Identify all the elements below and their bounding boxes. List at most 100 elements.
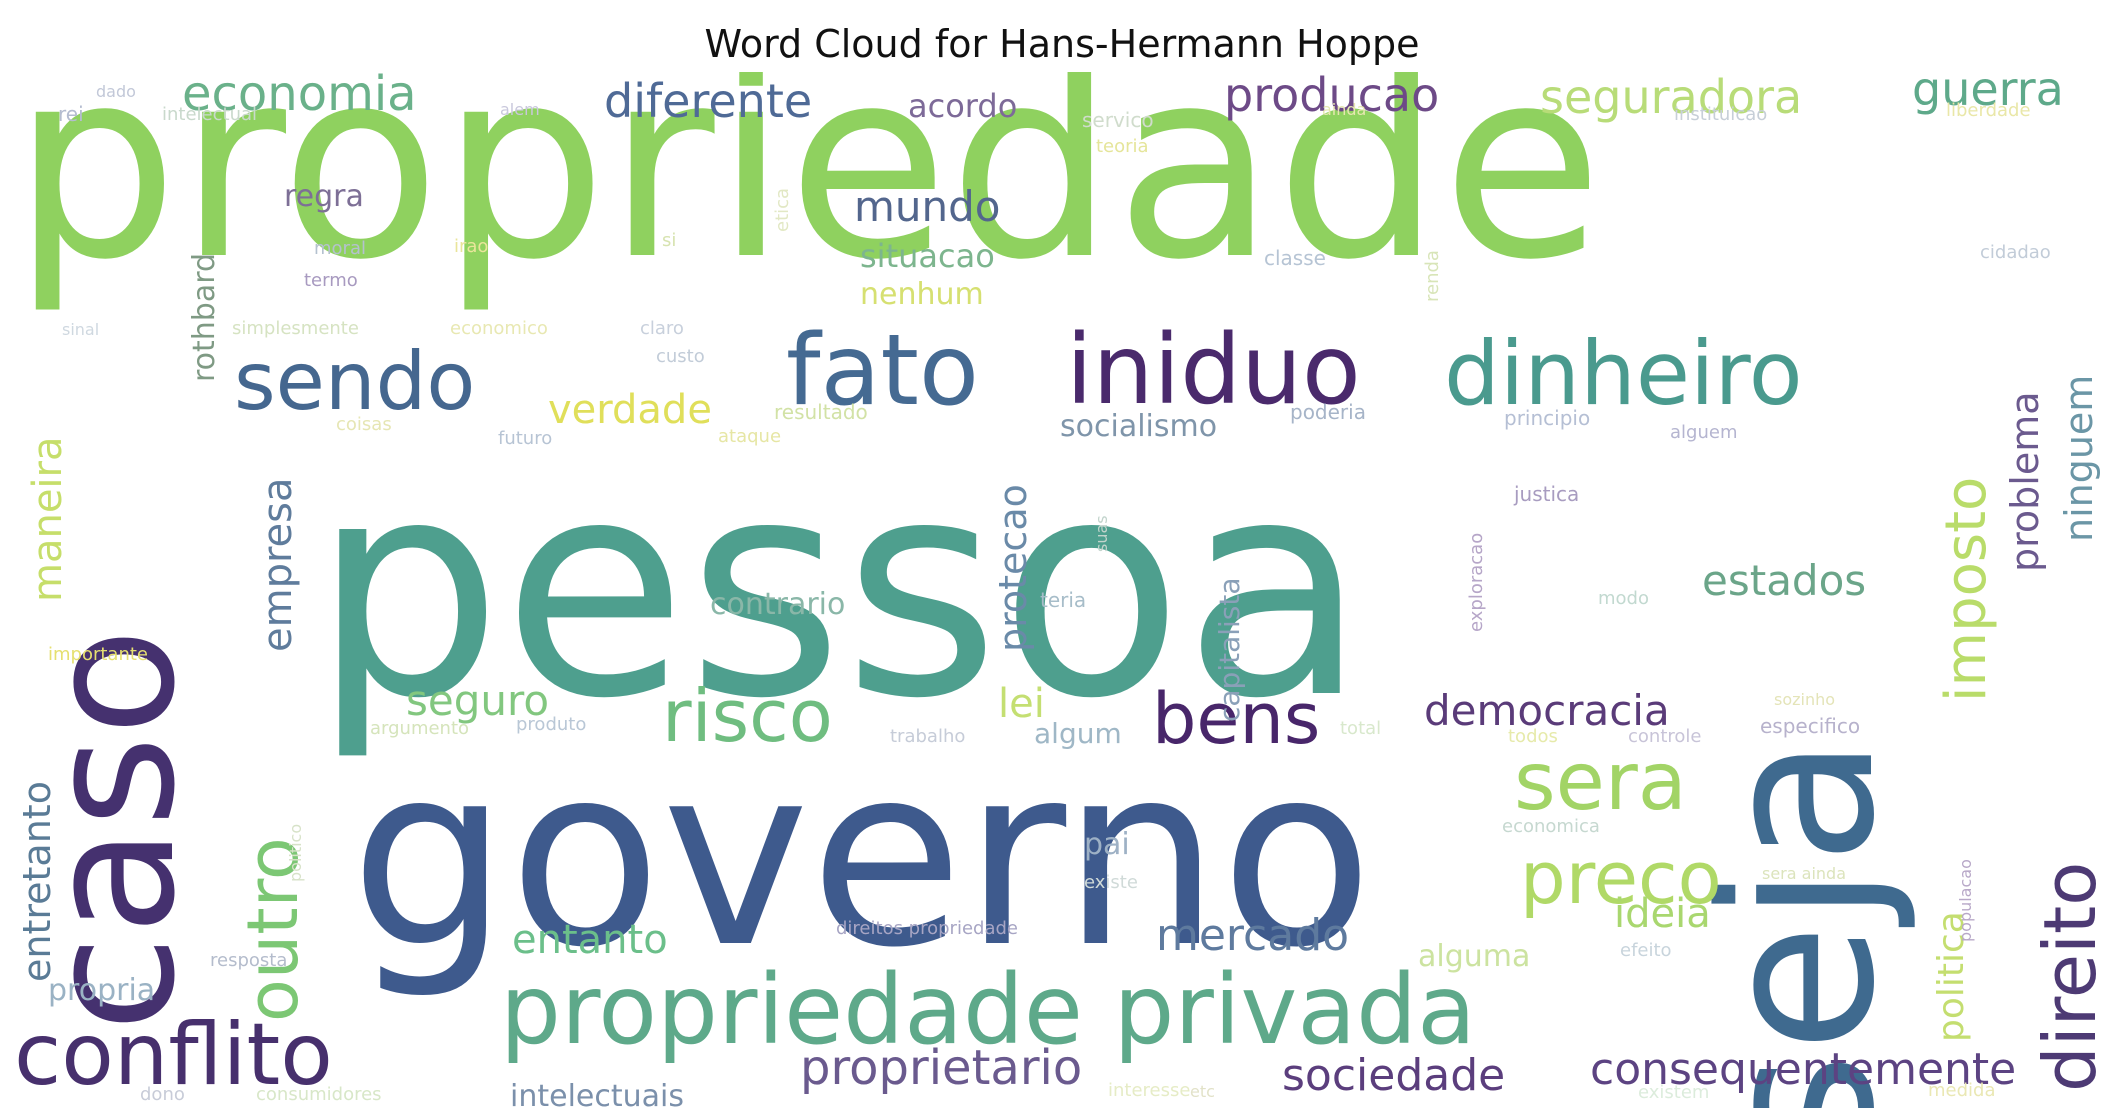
word: simplesmente bbox=[232, 318, 359, 339]
word: politico bbox=[286, 823, 305, 882]
word: economico bbox=[450, 318, 548, 339]
word: sera bbox=[1514, 735, 1687, 828]
word: rei bbox=[58, 102, 84, 126]
word: governo bbox=[350, 711, 1374, 1002]
word: propriedade privada bbox=[500, 954, 1476, 1066]
word: todos bbox=[1508, 726, 1558, 747]
word: contrario bbox=[710, 587, 846, 622]
word: mundo bbox=[854, 182, 1001, 231]
word: guerra bbox=[1912, 72, 2064, 116]
word: sendo bbox=[234, 335, 476, 428]
word: imposto bbox=[1934, 476, 1999, 702]
word: irao bbox=[454, 236, 489, 257]
word: acordo bbox=[908, 87, 1018, 125]
word: interesse bbox=[1108, 1080, 1191, 1101]
word: termo bbox=[304, 270, 358, 291]
word: sinal bbox=[62, 320, 100, 339]
word: bens bbox=[1152, 678, 1321, 760]
word: argumento bbox=[370, 718, 470, 739]
word: importante bbox=[48, 644, 149, 665]
word: moral bbox=[314, 238, 366, 259]
word: lei bbox=[998, 681, 1045, 727]
word: consumidores bbox=[256, 1084, 382, 1105]
word: renda bbox=[1422, 250, 1443, 302]
word: pai bbox=[1084, 827, 1130, 862]
word: claro bbox=[640, 318, 684, 339]
word: sera ainda bbox=[1762, 864, 1846, 883]
word: total bbox=[1340, 718, 1382, 739]
word: teoria bbox=[1096, 136, 1149, 157]
word: estados bbox=[1702, 556, 1867, 605]
word: producao bbox=[1224, 72, 1440, 122]
word: socialismo bbox=[1060, 409, 1218, 444]
word: suas bbox=[1092, 515, 1111, 552]
word: economia bbox=[182, 72, 417, 122]
word: maneira bbox=[25, 436, 71, 602]
word: alem bbox=[500, 100, 540, 119]
word: exploracao bbox=[1466, 532, 1487, 632]
word: controle bbox=[1628, 726, 1702, 747]
word: ataque bbox=[718, 426, 782, 447]
word: economica bbox=[1502, 816, 1600, 837]
word: direitos propriedade bbox=[836, 918, 1018, 939]
word: propriedade bbox=[14, 72, 1603, 317]
word: produto bbox=[516, 714, 587, 735]
word: consequentemente bbox=[1590, 1044, 2017, 1095]
word: direito bbox=[2028, 861, 2110, 1092]
word: preco bbox=[1520, 836, 1722, 920]
word: etica bbox=[772, 187, 793, 232]
word: conflito bbox=[14, 1005, 333, 1105]
word: resultado bbox=[774, 400, 868, 424]
word: algum bbox=[1034, 717, 1122, 750]
word: etc bbox=[1190, 1082, 1215, 1101]
word: democracia bbox=[1424, 686, 1670, 735]
word: futuro bbox=[498, 428, 553, 449]
word: modo bbox=[1598, 588, 1649, 609]
word: mercado bbox=[1156, 910, 1350, 961]
word: poderia bbox=[1290, 400, 1366, 424]
chart-title: Word Cloud for Hans-Hermann Hoppe bbox=[704, 22, 1420, 66]
word: problema bbox=[2003, 391, 2047, 572]
word: si bbox=[662, 230, 677, 251]
word: dono bbox=[140, 1084, 185, 1105]
word: iniduo bbox=[1066, 314, 1361, 426]
word: justica bbox=[1514, 482, 1580, 506]
word: seguro bbox=[406, 676, 550, 725]
word: trabalho bbox=[890, 726, 966, 747]
word-cloud: propriedade pessoa governo caso seja pro… bbox=[14, 72, 2110, 1108]
word: medida bbox=[1928, 1080, 1996, 1101]
word: verdade bbox=[548, 387, 712, 433]
word: custo bbox=[656, 346, 705, 367]
word: dinheiro bbox=[1444, 322, 1803, 425]
word: principio bbox=[1504, 406, 1591, 430]
word: existem bbox=[1638, 1082, 1710, 1103]
word: ideia bbox=[1614, 891, 1711, 937]
word: ninguem bbox=[2057, 374, 2101, 542]
word: existe bbox=[1084, 872, 1138, 893]
word: situacao bbox=[860, 237, 995, 275]
word: populacao bbox=[1956, 859, 1975, 942]
word: intelectual bbox=[162, 104, 258, 125]
word: classe bbox=[1264, 246, 1326, 270]
word: sociedade bbox=[1282, 1050, 1506, 1101]
word: teria bbox=[1040, 588, 1087, 612]
word: servico bbox=[1082, 108, 1154, 132]
word: capitalista bbox=[1213, 577, 1246, 722]
word: alguem bbox=[1670, 422, 1738, 443]
word: nenhum bbox=[860, 277, 984, 312]
word: liberdade bbox=[1946, 100, 2031, 121]
word: fato bbox=[786, 314, 979, 428]
word: dado bbox=[96, 82, 136, 101]
word: proprietario bbox=[800, 1040, 1083, 1096]
word: rothbard bbox=[187, 252, 222, 382]
word: diferente bbox=[604, 74, 813, 128]
word: entretanto bbox=[15, 781, 59, 982]
word: risco bbox=[662, 674, 833, 758]
word: regra bbox=[284, 179, 364, 214]
word: instituicao bbox=[1674, 104, 1768, 125]
word: resposta bbox=[210, 950, 288, 971]
word: protecao bbox=[991, 484, 1035, 652]
word: intelectuais bbox=[510, 1079, 684, 1109]
word: empresa bbox=[255, 477, 301, 653]
word: coisas bbox=[336, 414, 392, 435]
